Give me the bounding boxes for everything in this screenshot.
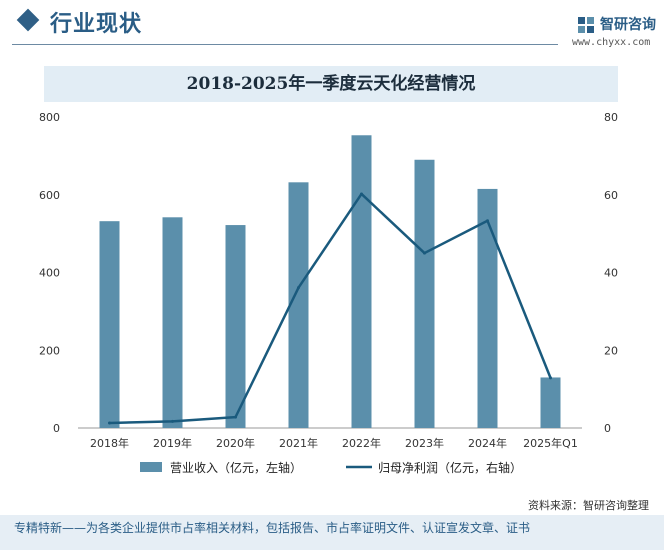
x-tick-label: 2025年Q1 (523, 436, 578, 450)
y-left-tick-label: 600 (39, 189, 60, 202)
header-divider (12, 44, 558, 45)
bar-revenue (99, 221, 120, 428)
bar-revenue (414, 159, 435, 428)
y-right-tick-label: 60 (604, 189, 618, 202)
header: 行业现状 智研咨询 www.chyxx.com (0, 0, 664, 48)
y-right-tick-label: 80 (604, 111, 618, 124)
x-tick-label: 2019年 (153, 436, 192, 450)
brand-logo-icon (578, 17, 594, 33)
y-left-tick-label: 400 (39, 267, 60, 280)
bar-revenue (540, 377, 561, 428)
x-tick-label: 2021年 (279, 436, 318, 450)
y-left-tick-label: 800 (39, 111, 60, 124)
legend-label-revenue: 营业收入（亿元，左轴） (170, 460, 302, 475)
footer-tagline: 专精特新——为各类企业提供市占率相关材料，包括报告、市占率证明文件、认证宣发文章… (14, 521, 531, 535)
bar-revenue (288, 182, 309, 428)
x-tick-label: 2023年 (405, 436, 444, 450)
point-net-profit (423, 251, 426, 255)
bar-revenue (351, 135, 372, 429)
y-left-tick-label: 200 (39, 344, 60, 357)
point-net-profit (171, 419, 174, 423)
bar-revenue (477, 188, 498, 428)
point-net-profit (486, 219, 489, 223)
line-net-profit (109, 192, 552, 425)
x-tick-label: 2024年 (468, 436, 507, 450)
chart-area: 0 200 400 600 800 0 20 40 60 80 2018年 2019年 2020年 202… (39, 111, 618, 475)
legend-swatch-revenue (140, 462, 162, 472)
brand-url: www.chyxx.com (572, 37, 651, 48)
bar-revenue (162, 217, 183, 428)
x-tick-label: 2020年 (216, 436, 255, 450)
chart-title-band (44, 66, 618, 102)
brand-name: 智研咨询 (600, 17, 656, 33)
bar-revenue (225, 225, 246, 428)
y-right-tick-label: 40 (604, 267, 618, 280)
y-right-tick-label: 20 (604, 344, 618, 357)
point-net-profit (360, 192, 363, 196)
point-net-profit (234, 415, 237, 419)
chart-title: 2018-2025年一季度云天化经营情况 (186, 74, 476, 94)
y-left-tick-label: 0 (53, 422, 60, 435)
point-net-profit (108, 421, 111, 425)
point-net-profit (297, 286, 300, 290)
x-tick-label: 2022年 (342, 436, 381, 450)
y-right-tick-label: 0 (604, 422, 611, 435)
section-title: 行业现状 (50, 12, 143, 37)
x-tick-label: 2018年 (90, 436, 129, 450)
legend-label-net-profit: 归母净利润（亿元，右轴） (378, 460, 522, 475)
source-note: 资料来源：智研咨询整理 (528, 499, 649, 512)
footer-band (0, 515, 664, 550)
point-net-profit (549, 376, 552, 380)
